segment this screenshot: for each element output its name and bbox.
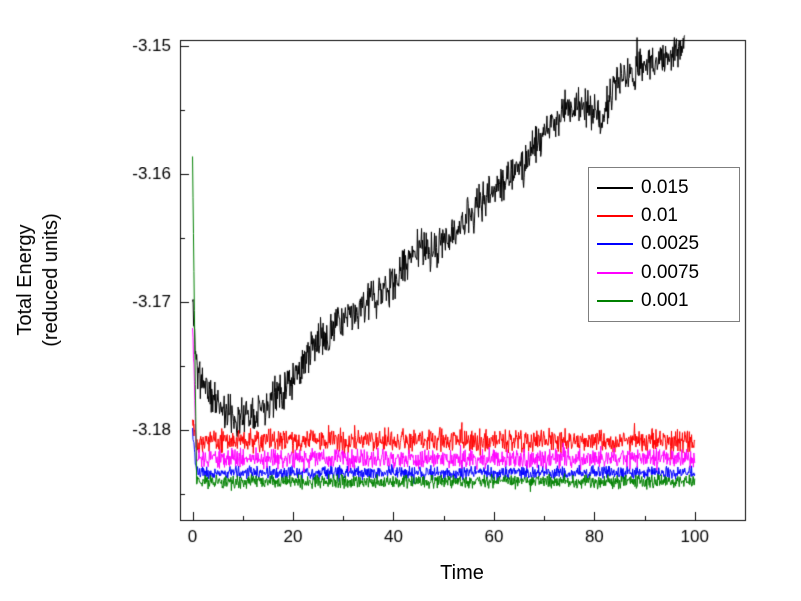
legend-line-sample	[597, 187, 633, 190]
x-axis-title: Time	[440, 562, 484, 584]
legend-line-sample	[597, 243, 633, 246]
legend-label: 0.0025	[641, 233, 700, 255]
legend-label: 0.001	[641, 289, 689, 311]
legend-entry: 0.0075	[597, 259, 735, 287]
legend-entry: 0.015	[597, 174, 735, 202]
y-axis-title-line1: Total Energy	[14, 224, 36, 336]
legend-entry: 0.01	[597, 202, 735, 230]
legend-entry: 0.001	[597, 287, 735, 315]
legend-line-sample	[597, 299, 633, 302]
legend-line-sample	[597, 215, 633, 218]
legend-label: 0.0075	[641, 261, 700, 283]
y-axis-title: Total Energy (reduced units)	[12, 213, 64, 346]
y-axis-title-line2: (reduced units)	[40, 213, 62, 347]
legend-entry: 0.0025	[597, 230, 735, 258]
legend-line-sample	[597, 271, 633, 274]
legend-label: 0.01	[641, 205, 678, 227]
legend-label: 0.015	[641, 177, 689, 199]
legend: 0.015 0.01 0.0025 0.0075 0.001	[588, 167, 740, 322]
